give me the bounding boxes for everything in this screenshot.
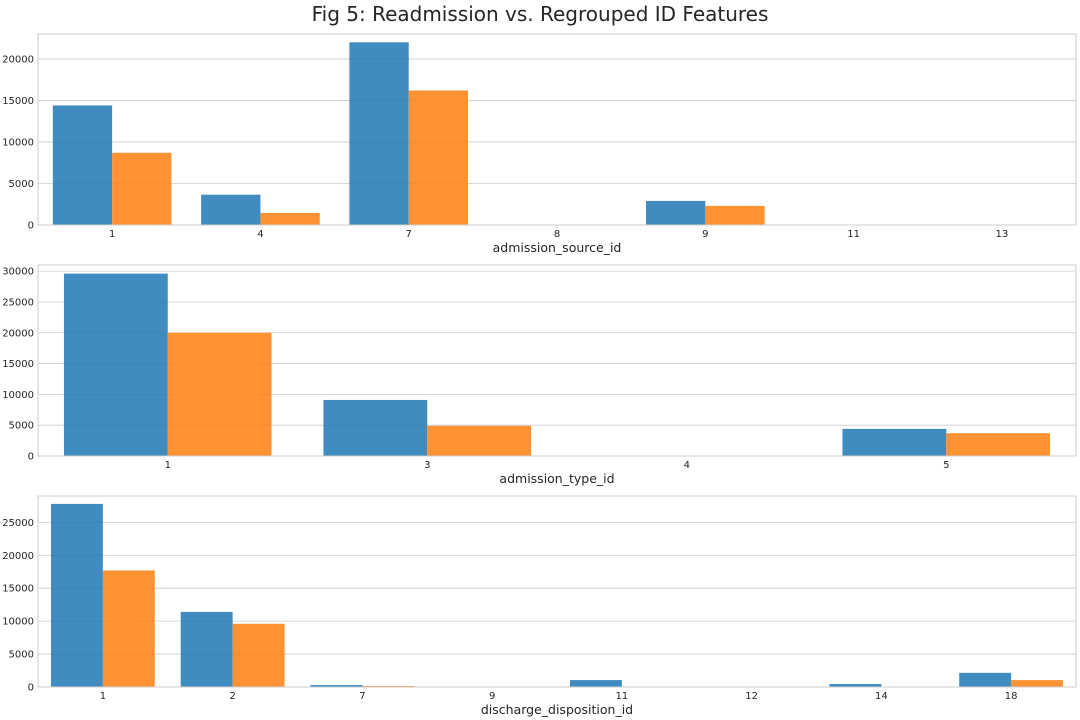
- x-tick-label: 4: [257, 229, 263, 240]
- x-tick-label: 5: [943, 460, 949, 471]
- bar-series-1-5: [842, 428, 947, 456]
- bar-series-2-18: [1011, 680, 1064, 687]
- bar-series-1-1: [50, 503, 103, 687]
- bar-series-1-7: [310, 685, 363, 687]
- bar-series-2-2: [232, 623, 285, 687]
- y-tick-label: 10000: [2, 390, 34, 401]
- y-tick-label: 20000: [2, 54, 34, 65]
- y-tick-label: 5000: [9, 179, 34, 190]
- y-tick-label: 0: [28, 221, 34, 232]
- x-tick-label: 12: [745, 691, 758, 702]
- x-tick-label: 9: [489, 691, 495, 702]
- x-tick-label: 3: [424, 460, 430, 471]
- x-tick-label: 1: [109, 229, 115, 240]
- x-tick-label: 7: [406, 229, 412, 240]
- chart-panel-1: 0 5000 10000 15000 20000 1 4 7 8 9 11 13 admission_s…: [2, 33, 1077, 255]
- axes-frame: [37, 33, 1077, 226]
- bar-series-1-9: [645, 200, 706, 225]
- bar-series-1-11: [569, 680, 622, 687]
- y-tick-label: 0: [28, 683, 34, 694]
- axes-frame: [37, 264, 1077, 457]
- y-tick-label: 15000: [2, 96, 34, 107]
- x-tick-label: 1: [100, 691, 106, 702]
- y-tick-label: 10000: [2, 617, 34, 628]
- bar-series-1-14: [829, 684, 882, 687]
- x-axis-label: admission_type_id: [499, 471, 614, 486]
- bar-series-1-3: [323, 399, 428, 456]
- y-tick-label: 5000: [9, 650, 34, 661]
- y-tick-label: 10000: [2, 137, 34, 148]
- y-tick-label: 20000: [2, 551, 34, 562]
- bar-series-1-1: [63, 273, 168, 456]
- x-axis-label: admission_source_id: [493, 240, 622, 255]
- y-tick-label: 0: [28, 452, 34, 463]
- y-tick-label: 25000: [2, 518, 34, 529]
- x-tick-label: 2: [229, 691, 235, 702]
- bar-series-2-3: [427, 425, 532, 456]
- bar-series-2-4: [260, 212, 320, 225]
- x-tick-label: 11: [847, 229, 860, 240]
- y-tick-label: 25000: [2, 297, 34, 308]
- figure-title: Fig 5: Readmission vs. Regrouped ID Feat…: [311, 2, 769, 26]
- bar-series-2-5: [946, 433, 1051, 456]
- bar-series-1-18: [959, 672, 1012, 687]
- bar-series-2-1: [102, 570, 155, 687]
- axes-frame: [37, 495, 1077, 688]
- x-axis-label: discharge_disposition_id: [481, 702, 633, 717]
- x-tick-label: 14: [875, 691, 888, 702]
- y-tick-label: 15000: [2, 359, 34, 370]
- bar-series-1-7: [349, 42, 409, 225]
- x-tick-label: 7: [359, 691, 365, 702]
- plot-area: [38, 34, 1076, 225]
- bar-series-1-2: [180, 611, 233, 687]
- bar-series-2-9: [705, 205, 765, 225]
- y-tick-label: 20000: [2, 328, 34, 339]
- bar-series-1-4: [201, 194, 261, 225]
- x-tick-label: 18: [1005, 691, 1018, 702]
- y-tick-label: 5000: [9, 421, 34, 432]
- x-tick-label: 8: [554, 229, 560, 240]
- chart-panel-2: 0 5000 10000 15000 20000 25000 30000 1 3 4 5 admiss…: [2, 264, 1077, 486]
- bar-series-1-1: [52, 105, 113, 225]
- y-tick-label: 30000: [2, 267, 34, 278]
- x-tick-label: 4: [684, 460, 690, 471]
- y-tick-label: 15000: [2, 584, 34, 595]
- x-tick-label: 9: [702, 229, 708, 240]
- bar-series-2-1: [112, 152, 172, 225]
- x-tick-label: 13: [995, 229, 1008, 240]
- bar-series-2-1: [167, 332, 272, 456]
- x-tick-label: 11: [616, 691, 629, 702]
- x-tick-label: 1: [165, 460, 171, 471]
- bar-series-2-7: [408, 90, 469, 225]
